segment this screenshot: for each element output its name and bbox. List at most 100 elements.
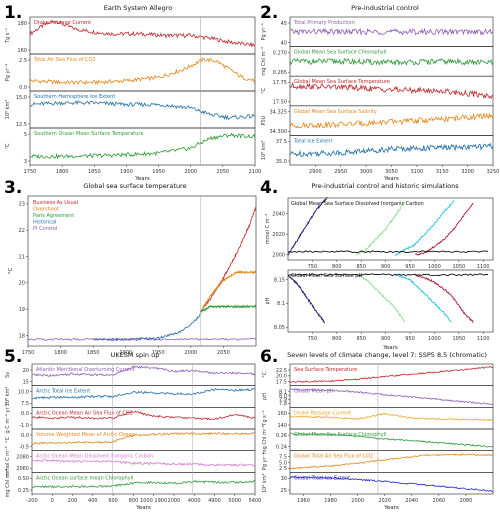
y-axis-label: Tg s⁻¹ [262, 411, 268, 427]
series-label: Global Total Ice Extent [294, 475, 350, 481]
x-tick-label: 3000 [360, 169, 373, 175]
series-line [289, 388, 494, 405]
y-tick-label: 0.265 [273, 70, 287, 76]
x-tick-label: 200 [68, 498, 78, 504]
y-tick-label: 0.0 [21, 433, 29, 439]
chart-4-title: Pre-industrial control and historic simu… [311, 182, 459, 190]
y-tick-label: 2080 [16, 454, 29, 460]
y-axis-label: Tg s⁻¹ [5, 28, 11, 44]
x-tick-label: 1100 [477, 336, 490, 342]
y-tick-label: 23 [19, 202, 25, 208]
y-tick-label: 15 [23, 379, 29, 385]
y-axis-label: 10⁶ km² [262, 473, 268, 493]
x-tick-label: 1800 [54, 350, 67, 356]
y-tick-label: 2020 [272, 232, 285, 238]
x-tick-label: 950 [405, 336, 415, 342]
x-axis-label: Years [382, 345, 398, 351]
x-tick-label: 3100 [411, 169, 424, 175]
x-tick-label: 0 [51, 498, 54, 504]
y-axis-label: °C [8, 268, 14, 275]
series-line [356, 274, 406, 323]
chart-4-number: 4. [260, 178, 278, 198]
series-line [287, 274, 326, 324]
series-line [93, 313, 201, 342]
y-tick-label: -0.5 [19, 444, 29, 450]
x-tick-label: 2060 [432, 498, 445, 504]
chart-1-title: Earth System Allegro [104, 4, 173, 12]
y-axis-label: mmol C m⁻³ [265, 214, 271, 244]
series-line [31, 431, 256, 445]
chart-6: 6. Seven levels of climate change, level… [260, 347, 494, 511]
series-line [355, 201, 406, 256]
x-tick-label: 800 [332, 264, 342, 270]
y-axis-label: PSU [261, 115, 267, 125]
y-tick-label: 19 [19, 307, 25, 313]
series-label: Southern Hemisphere Ice Extent [34, 94, 115, 100]
x-tick-label: 400 [88, 498, 98, 504]
y-tick-label: 35.0 [276, 159, 287, 165]
x-tick-label: 1000 [428, 264, 441, 270]
x-tick-label: 1950 [152, 350, 165, 356]
x-tick-label: 2000 [184, 169, 197, 175]
x-tick-label: 850 [356, 264, 366, 270]
x-tick-label: 1100 [477, 264, 490, 270]
series-line [289, 27, 494, 37]
subplot-frame [287, 269, 494, 333]
x-tick-label: 2950 [334, 169, 347, 175]
y-tick-label: 0.270 [273, 50, 287, 56]
x-tick-label: 1000 1900 [140, 498, 167, 504]
y-tick-label: 2.5 [279, 466, 287, 472]
series-line [29, 132, 256, 160]
series-label: Global Total Air Sea Flux of CO2 [294, 454, 373, 460]
x-tick-label: 3200 [461, 169, 474, 175]
y-tick-label: 7.5 [279, 454, 287, 460]
series-label: Arctic Ocean surface mean Chlorophyll [36, 475, 133, 481]
chart-6-title: Seven levels of climate change, level 7:… [287, 351, 487, 359]
x-tick-label: 2000 [351, 498, 364, 504]
x-axis-label: Years [134, 176, 150, 182]
x-tick-label: 3050 [385, 169, 398, 175]
y-tick-label: 180 [17, 21, 27, 27]
series-line [289, 453, 494, 470]
y-tick-label: 7.8 [279, 401, 287, 407]
chart-6-number: 6. [260, 347, 278, 367]
y-axis-label: pH [265, 297, 271, 304]
y-tick-label: 30 [281, 476, 287, 482]
series-label: Arctic Ocean Mean Air Sea Flux of CO2 [36, 410, 133, 416]
subplot-frame [289, 472, 494, 495]
y-tick-label: 10.0 [18, 389, 29, 395]
series-label: Arctic Total Ice Extent [36, 389, 90, 395]
plot-frame [27, 195, 257, 347]
series-line [394, 273, 452, 323]
series-line [287, 196, 328, 256]
chart-5-title: UKESM spin up [111, 351, 160, 359]
y-axis-label: mmol C m⁻³ [5, 446, 11, 476]
series-label: Volume Weighted Mean of Arctic Ocean [36, 432, 135, 438]
series-label: Drake Passage Current [294, 410, 351, 416]
series-line [31, 365, 256, 377]
series-line [287, 250, 489, 254]
y-axis-label: Pg yr⁻¹ [261, 23, 267, 40]
x-tick-label: 1950 [152, 169, 165, 175]
y-tick-label: 12.5 [16, 122, 27, 128]
x-tick-label: 1850 [87, 350, 100, 356]
chart-3: 3. Global sea surface temperature 18 19 20… [4, 178, 257, 356]
x-tick-label: 1750 [22, 350, 35, 356]
series-label: Global Mean Sea Surface Chlorophyll [294, 50, 387, 56]
y-tick-label: 160 [277, 411, 287, 417]
chart-1: 1. Earth System Allegro Drake Passage Cu… [4, 3, 261, 182]
x-tick-label: 1800 [56, 169, 69, 175]
y-axis-label: mg Chl m⁻³ [5, 469, 11, 498]
y-axis-label: °C [261, 88, 267, 95]
subplot-frame [287, 197, 494, 261]
y-tick-label: 8.1 [277, 301, 285, 307]
series-line [32, 387, 256, 400]
y-tick-label: 140 [277, 423, 287, 429]
y-tick-label: 3 [24, 159, 27, 165]
chart-5: 5. UKESM spin up Atlantic Meridional Ove… [4, 347, 261, 511]
y-tick-label: 40 [281, 40, 287, 46]
x-tick-label: 800 [129, 498, 139, 504]
y-tick-label: 2.5 [19, 58, 27, 64]
x-tick-label: 3250 [487, 169, 500, 175]
